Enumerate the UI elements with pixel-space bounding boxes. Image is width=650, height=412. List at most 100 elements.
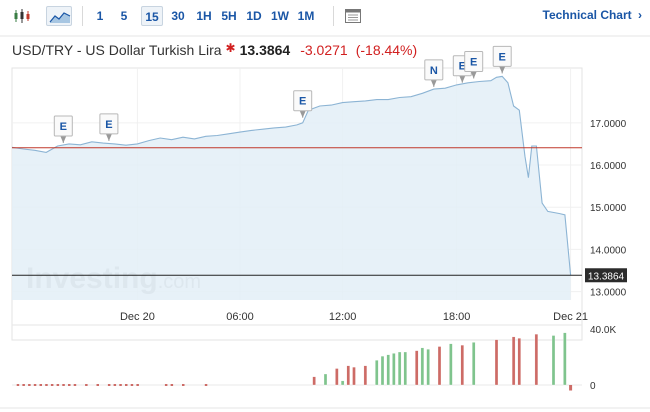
area-chart-icon[interactable] — [46, 6, 72, 26]
event-marker-pointer — [459, 75, 466, 83]
volume-max-label: 40.0K — [590, 325, 616, 336]
volume-bar — [392, 353, 396, 386]
timeframe-button-1[interactable]: 1 — [96, 9, 104, 23]
volume-bar — [107, 384, 111, 386]
volume-bar — [420, 347, 425, 386]
chevron-right-icon: › — [638, 8, 642, 22]
timeframe-button-1m[interactable]: 1M — [297, 9, 315, 23]
price-change-percent: (-18.44%) — [355, 42, 418, 58]
event-marker-pointer — [299, 110, 306, 118]
event-marker-label: E — [299, 96, 306, 108]
price-change: -3.0271 — [300, 42, 348, 58]
volume-bar — [22, 384, 25, 386]
y-tick-label: 13.0000 — [590, 288, 627, 299]
x-tick-label: Dec 21 — [553, 311, 588, 323]
volume-bar — [437, 346, 442, 386]
timeframe-button-1w[interactable]: 1W — [271, 9, 289, 23]
event-marker-label: E — [60, 121, 67, 133]
timeframe-button-15[interactable]: 15 — [141, 6, 163, 26]
volume-bar — [380, 355, 385, 386]
event-marker-n: N — [424, 59, 444, 87]
volume-bar — [397, 351, 402, 386]
volume-bar — [386, 354, 390, 386]
volume-bar — [182, 384, 185, 386]
volume-bar — [119, 384, 122, 386]
x-tick-label: Dec 20 — [120, 311, 155, 323]
chart-toolbar: 1 5 15 30 1H 5H 1D 1W 1M Technical Chart › — [0, 0, 650, 34]
calendar-icon[interactable] — [342, 6, 364, 26]
volume-bar — [96, 384, 99, 386]
timeframe-button-30[interactable]: 30 — [171, 9, 185, 23]
y-tick-label: 17.0000 — [590, 119, 627, 130]
technical-chart-label: Technical Chart — [542, 8, 632, 22]
timeframe-button-1d[interactable]: 1D — [246, 9, 262, 23]
volume-bar — [569, 385, 573, 391]
volume-bar — [517, 338, 521, 386]
event-marker-e: E — [464, 50, 484, 79]
volume-bar — [340, 380, 345, 386]
volume-bar — [460, 344, 464, 386]
volume-bar — [125, 384, 128, 386]
volume-bar — [403, 351, 407, 386]
timeframe-button-5[interactable]: 5 — [120, 9, 128, 23]
event-marker-box — [99, 113, 119, 135]
event-marker-pointer — [470, 71, 477, 79]
candlestick-chart-icon[interactable] — [10, 6, 34, 26]
event-marker-pointer — [60, 136, 67, 144]
event-marker-box — [53, 115, 73, 137]
x-tick-label: 06:00 — [226, 311, 254, 323]
quote-header: USD/TRY - US Dollar Turkish Lira ✱ 13.3864… — [12, 41, 418, 58]
event-marker-label: E — [459, 61, 466, 73]
event-marker-e: E — [293, 90, 313, 118]
event-marker-box — [492, 45, 512, 67]
event-marker-pointer — [430, 79, 437, 87]
pair-name: USD/TRY - US Dollar Turkish Lira — [12, 42, 222, 58]
toolbar-divider — [82, 6, 83, 26]
volume-bar — [85, 384, 88, 386]
timeframe-button-5h[interactable]: 5H — [221, 9, 237, 23]
volume-bar — [352, 366, 356, 386]
volume-bar — [563, 332, 567, 386]
volume-bar — [551, 335, 556, 386]
event-marker-box — [464, 50, 484, 72]
volume-bar — [56, 384, 60, 386]
event-marker-e: E — [99, 113, 119, 141]
volume-bar — [494, 339, 499, 386]
volume-bar — [472, 342, 476, 386]
volume-bar — [130, 384, 134, 386]
technical-chart-link[interactable]: Technical Chart › — [543, 8, 642, 22]
volume-bar — [375, 360, 379, 386]
y-tick-label: 14.0000 — [590, 245, 627, 256]
volume-bar — [33, 384, 37, 386]
volume-bar — [534, 333, 539, 386]
volume-bar — [449, 343, 453, 386]
event-marker-box — [293, 90, 313, 112]
event-marker-label: E — [470, 56, 477, 68]
timeframe-button-1h[interactable]: 1H — [196, 9, 212, 23]
volume-bar — [346, 365, 350, 386]
x-tick-label: 18:00 — [443, 311, 471, 323]
volume-bar — [511, 336, 516, 386]
y-tick-label: 16.0000 — [590, 161, 627, 172]
volume-bar — [204, 384, 208, 386]
volume-bar — [323, 373, 328, 386]
star-icon: ✱ — [225, 41, 236, 55]
volume-zero-label: 0 — [590, 381, 596, 392]
last-price-tick-label: 13.3864 — [588, 271, 625, 282]
volume-bar — [62, 384, 65, 386]
volume-bar — [335, 368, 339, 386]
event-marker-pointer — [499, 66, 506, 74]
event-marker-e: E — [53, 115, 73, 144]
volume-bar — [16, 384, 20, 386]
volume-bar — [170, 384, 174, 386]
volume-bar — [415, 350, 419, 386]
volume-bar — [39, 384, 42, 386]
volume-bar — [113, 384, 117, 386]
event-marker-e: E — [492, 45, 512, 74]
volume-bar — [68, 384, 71, 386]
volume-bar — [426, 349, 430, 386]
y-tick-label: 15.0000 — [590, 203, 627, 214]
volume-bar — [28, 384, 31, 386]
volume-bar — [312, 376, 316, 386]
